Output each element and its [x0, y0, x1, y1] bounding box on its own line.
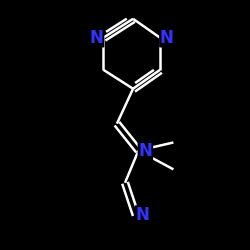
- Text: N: N: [90, 29, 104, 47]
- Text: N: N: [160, 29, 174, 47]
- Text: N: N: [138, 142, 152, 160]
- Text: N: N: [136, 206, 150, 224]
